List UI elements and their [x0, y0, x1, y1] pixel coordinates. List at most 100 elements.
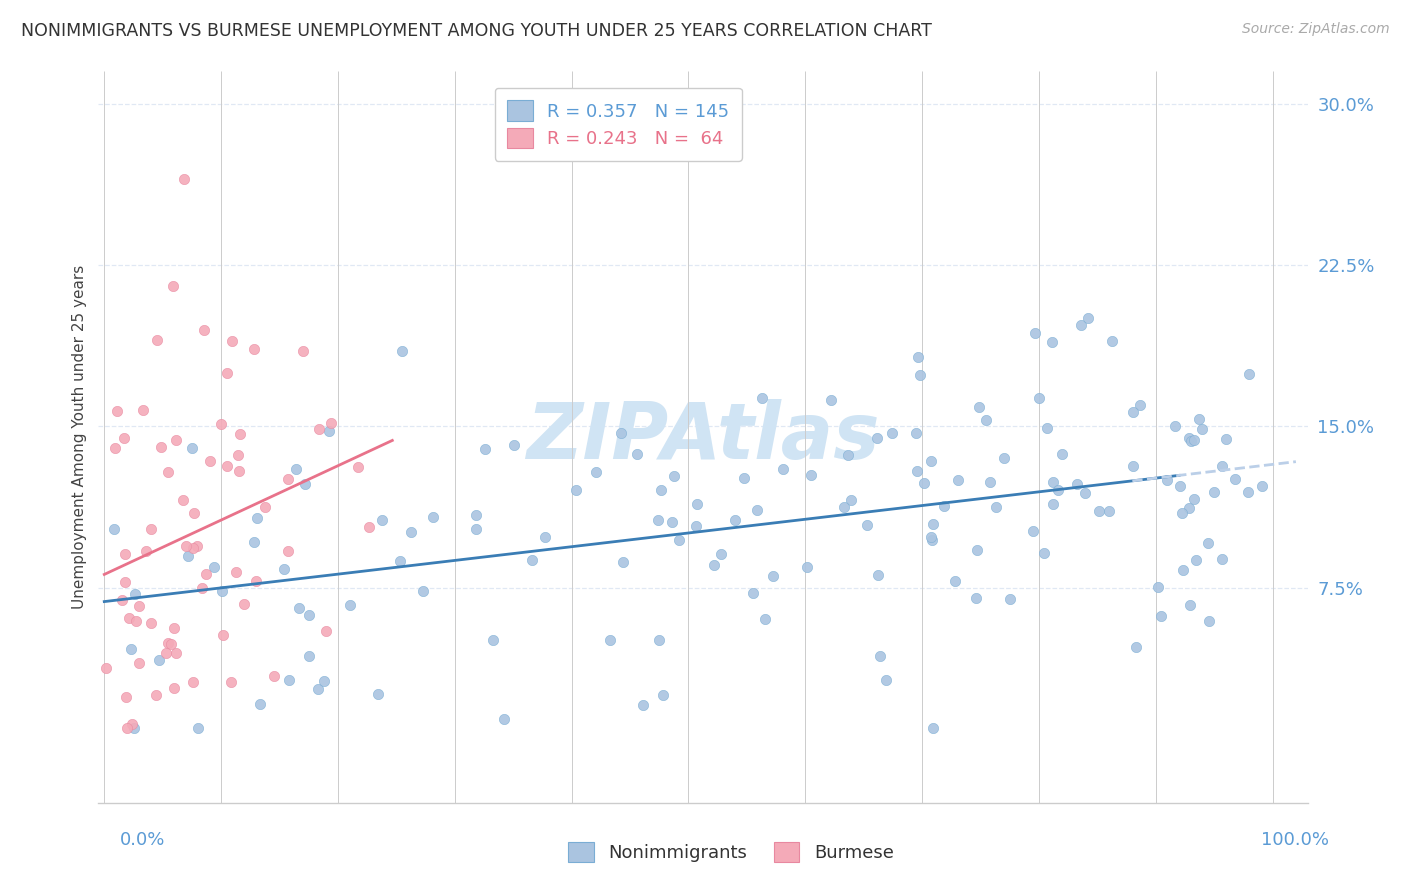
Point — [946, 473, 969, 487]
Point — [149, 440, 172, 454]
Point — [318, 425, 340, 439]
Point — [650, 483, 672, 498]
Point — [993, 450, 1015, 465]
Point — [180, 441, 202, 455]
Point — [122, 721, 145, 735]
Point — [1042, 475, 1064, 490]
Point — [855, 518, 877, 533]
Point — [1087, 504, 1109, 518]
Point — [474, 442, 496, 457]
Point — [866, 431, 889, 445]
Point — [762, 569, 785, 583]
Point — [1173, 562, 1195, 576]
Point — [1074, 486, 1097, 500]
Point — [834, 500, 856, 515]
Point — [651, 688, 673, 702]
Point — [212, 628, 235, 642]
Point — [1211, 552, 1233, 566]
Point — [1125, 640, 1147, 655]
Point — [1202, 484, 1225, 499]
Point — [647, 633, 669, 648]
Point — [1036, 421, 1059, 435]
Point — [934, 499, 956, 513]
Point — [1028, 391, 1050, 405]
Point — [534, 530, 557, 544]
Point — [1188, 411, 1211, 425]
Point — [120, 641, 142, 656]
Point — [243, 343, 266, 357]
Point — [111, 593, 134, 607]
Point — [979, 475, 1001, 489]
Point — [1077, 311, 1099, 326]
Point — [115, 721, 138, 735]
Point — [1215, 432, 1237, 446]
Point — [502, 438, 524, 452]
Point — [104, 442, 127, 456]
Point — [105, 404, 128, 418]
Point — [733, 471, 755, 485]
Point — [1237, 367, 1260, 381]
Point — [284, 462, 307, 476]
Point — [112, 431, 135, 445]
Point — [869, 649, 891, 664]
Point — [1171, 506, 1194, 520]
Point — [176, 539, 198, 553]
Point — [148, 653, 170, 667]
Point — [1122, 404, 1144, 418]
Point — [751, 392, 773, 406]
Point — [520, 553, 543, 567]
Point — [228, 426, 250, 441]
Point — [339, 598, 361, 612]
Point — [967, 401, 990, 415]
Point — [1024, 326, 1046, 341]
Point — [228, 464, 250, 478]
Point — [219, 674, 242, 689]
Point — [1129, 398, 1152, 412]
Point — [165, 433, 187, 447]
Point — [135, 544, 157, 558]
Point — [157, 465, 180, 479]
Point — [249, 697, 271, 711]
Point — [796, 560, 818, 574]
Point — [215, 366, 238, 380]
Point — [922, 721, 945, 735]
Point — [298, 648, 321, 663]
Point — [273, 562, 295, 576]
Point — [232, 598, 254, 612]
Point — [668, 533, 690, 548]
Point — [1066, 477, 1088, 491]
Point — [165, 646, 187, 660]
Point — [243, 534, 266, 549]
Point — [868, 568, 890, 582]
Point — [875, 673, 897, 687]
Point — [319, 417, 342, 431]
Point — [565, 483, 588, 497]
Point — [998, 591, 1021, 606]
Point — [245, 511, 267, 525]
Point — [976, 413, 998, 427]
Point — [1163, 419, 1185, 434]
Text: ZIPAtlas: ZIPAtlas — [526, 399, 880, 475]
Point — [163, 681, 186, 696]
Point — [1170, 479, 1192, 493]
Point — [211, 583, 233, 598]
Point — [494, 712, 516, 726]
Point — [1122, 459, 1144, 474]
Point — [1197, 536, 1219, 550]
Point — [162, 278, 184, 293]
Point — [124, 614, 146, 628]
Point — [841, 493, 863, 508]
Point — [245, 574, 267, 589]
Point — [187, 721, 209, 735]
Point — [481, 633, 503, 648]
Text: 100.0%: 100.0% — [1261, 831, 1329, 849]
Point — [315, 624, 337, 638]
Point — [610, 425, 633, 440]
Point — [103, 522, 125, 536]
Point — [145, 689, 167, 703]
Point — [294, 477, 316, 491]
Point — [117, 610, 139, 624]
Point — [278, 673, 301, 687]
Point — [172, 492, 194, 507]
Point — [920, 454, 942, 468]
